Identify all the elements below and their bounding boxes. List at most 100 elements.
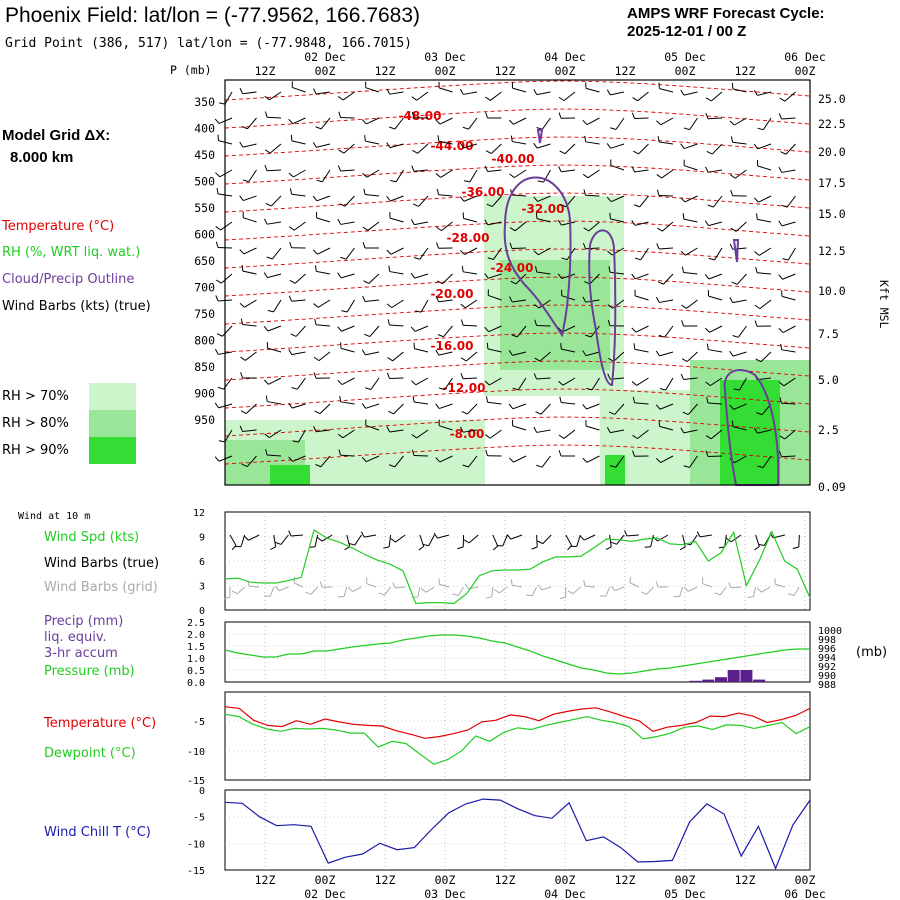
upper-wind-barb-flag <box>485 396 489 403</box>
surface-wind-barb-true-flag <box>243 535 249 541</box>
upper-wind-barb-flag <box>487 257 494 260</box>
surface-wind-barb-true-flag <box>758 543 765 546</box>
upper-wind-barb-flag <box>730 189 733 196</box>
wind-chill-label: Wind Chill T (°C) <box>44 825 151 840</box>
upper-wind-barb-flag <box>264 111 268 118</box>
upper-wind-barb <box>462 377 478 380</box>
upper-wind-barb-flag <box>508 350 513 356</box>
upper-wind-barb-flag <box>753 90 758 96</box>
upper-wind-barb <box>732 299 747 304</box>
upper-wind-barb-flag <box>778 328 784 333</box>
surface-wind-barb-grid <box>310 586 318 595</box>
upper-wind-barb-flag <box>437 135 440 142</box>
hour-tick-label: 00Z <box>315 64 336 78</box>
upper-wind-barb <box>224 91 233 105</box>
upper-wind-barb-flag <box>386 142 391 148</box>
upper-wind-barb <box>466 403 478 415</box>
height-tick-label: 15.0 <box>818 207 846 221</box>
upper-wind-barb-flag <box>632 396 636 403</box>
upper-wind-barb <box>757 165 772 171</box>
y-tick-label: -10 <box>187 839 205 850</box>
upper-wind-barb-flag <box>462 464 469 468</box>
upper-wind-barb-flag <box>436 280 443 285</box>
upper-wind-barb <box>585 141 600 145</box>
upper-wind-barb-flag <box>680 197 686 203</box>
upper-wind-barb-flag <box>313 372 317 379</box>
upper-wind-barb-flag <box>215 226 221 231</box>
upper-wind-barb <box>585 299 600 303</box>
upper-wind-barb-flag <box>459 88 464 95</box>
isotherm-label: -8.00 <box>450 427 485 441</box>
upper-wind-barb-flag <box>461 410 468 415</box>
rh70-swatch <box>89 383 136 410</box>
upper-wind-barb <box>514 221 527 232</box>
upper-wind-barb <box>537 195 551 202</box>
upper-wind-barb <box>591 377 600 391</box>
upper-wind-barb-flag <box>364 135 366 142</box>
upper-wind-barb <box>366 117 380 125</box>
precip-bar <box>714 677 727 682</box>
rh80-region <box>500 260 610 370</box>
upper-wind-barb-flag <box>485 449 488 456</box>
upper-wind-barb <box>687 403 698 415</box>
hour-tick-label: 12Z <box>735 873 756 887</box>
surface-wind-barb-grid <box>629 582 640 588</box>
upper-wind-barb-flag <box>586 387 593 391</box>
upper-wind-barb <box>781 295 796 301</box>
surface-wind-barb-grid <box>614 586 625 592</box>
upper-wind-barb-flag <box>509 242 513 249</box>
upper-wind-barb-flag <box>511 334 518 338</box>
upper-wind-barb <box>659 299 674 303</box>
upper-wind-barb-flag <box>730 174 736 179</box>
upper-wind-barb <box>340 454 355 457</box>
upper-wind-barb <box>292 117 306 125</box>
surface-wind-barb-grid <box>753 586 757 597</box>
upper-wind-barb <box>781 169 796 173</box>
upper-wind-barb <box>762 117 772 131</box>
upper-wind-barb-flag <box>291 386 298 390</box>
upper-wind-barb-flag <box>214 348 219 355</box>
upper-wind-barb <box>365 424 380 431</box>
upper-wind-barb-flag <box>607 373 611 380</box>
upper-wind-barb-flag <box>608 411 615 415</box>
surface-wind-barb-true-flag <box>317 536 323 542</box>
upper-wind-barb <box>733 403 747 410</box>
pressure-axis-label: P (mb) <box>170 63 212 77</box>
upper-wind-barb <box>340 401 355 405</box>
upper-wind-barb <box>414 169 429 172</box>
surface-wind-barb-grid <box>236 586 245 595</box>
upper-wind-barb <box>781 117 796 120</box>
upper-wind-barb <box>732 88 747 93</box>
y-tick-label: 3 <box>199 582 205 593</box>
y-tick-label: 998 <box>818 635 836 646</box>
upper-wind-barb <box>268 377 282 385</box>
upper-wind-barb <box>610 143 625 149</box>
temperature-panel-frame <box>224 691 811 781</box>
upper-wind-barb <box>683 218 698 223</box>
upper-wind-barb-flag <box>461 265 464 272</box>
upper-wind-barb-flag <box>707 204 714 208</box>
upper-wind-barb <box>269 143 282 154</box>
upper-wind-barb <box>271 247 282 260</box>
upper-wind-barb <box>634 295 649 301</box>
precip-bar <box>727 670 740 682</box>
upper-wind-barb <box>709 377 723 387</box>
model-grid-value: 8.000 km <box>10 149 73 166</box>
upper-wind-barb-flag <box>337 433 344 439</box>
pressure-tick-label: 450 <box>194 148 215 162</box>
upper-wind-barb <box>781 402 796 405</box>
upper-wind-barb <box>585 425 600 431</box>
upper-wind-barb-flag <box>215 172 221 178</box>
upper-wind-barb-flag <box>337 380 343 385</box>
surface-wind-barb-true <box>657 534 669 542</box>
upper-wind-barb-flag <box>438 387 445 391</box>
upper-wind-barb <box>712 195 723 208</box>
upper-wind-barb-flag <box>214 118 220 124</box>
y-tick-label: 990 <box>818 671 836 682</box>
upper-wind-barb-flag <box>582 296 587 303</box>
upper-wind-barb-flag <box>486 203 493 208</box>
upper-wind-barb <box>665 377 674 391</box>
upper-wind-barb-flag <box>390 179 397 183</box>
upper-wind-barb-flag <box>510 280 517 285</box>
